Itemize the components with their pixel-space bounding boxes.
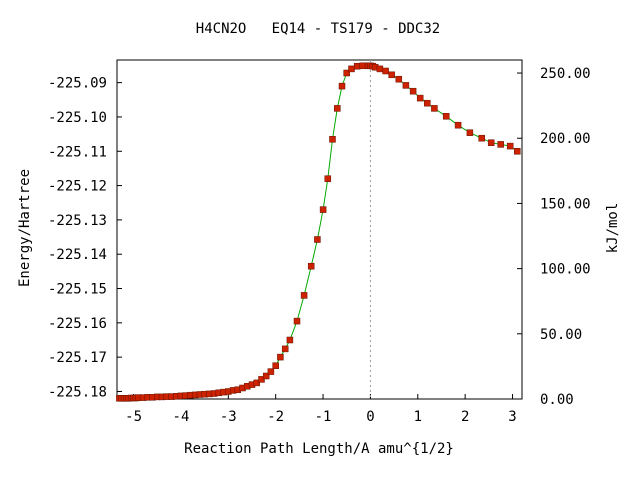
data-point bbox=[314, 236, 321, 243]
tick-marks bbox=[117, 72, 522, 400]
y-tick-label: -225.10 bbox=[48, 110, 107, 126]
right-y-tick-label: 250.00 bbox=[540, 66, 591, 82]
y-axis-label: Energy/Hartree bbox=[17, 169, 33, 287]
right-y-axis-label: kJ/mol bbox=[605, 203, 621, 254]
data-point bbox=[258, 376, 265, 383]
right-y-tick-label: 100.00 bbox=[540, 262, 591, 278]
data-point bbox=[334, 105, 341, 112]
data-point bbox=[497, 141, 504, 148]
x-axis-label: Reaction Path Length/A amu^{1/2} bbox=[184, 441, 454, 457]
data-point bbox=[343, 69, 350, 77]
data-point bbox=[431, 105, 438, 112]
x-tick-label: 0 bbox=[366, 409, 374, 425]
data-point bbox=[281, 345, 289, 353]
x-tick-label: -2 bbox=[267, 409, 284, 425]
data-point bbox=[424, 99, 431, 107]
x-tick-label: 1 bbox=[414, 409, 422, 425]
data-point bbox=[348, 65, 355, 73]
data-point bbox=[442, 113, 450, 120]
data-point bbox=[376, 65, 384, 73]
x-tick-label: -4 bbox=[173, 409, 190, 425]
y-tick-label: -225.15 bbox=[48, 282, 107, 298]
y-tick-label: -225.09 bbox=[48, 76, 107, 92]
right-y-tick-label: 200.00 bbox=[540, 131, 591, 147]
x-tick-label: -1 bbox=[315, 409, 332, 425]
data-point bbox=[506, 142, 514, 150]
data-point bbox=[395, 75, 403, 83]
data-point bbox=[388, 71, 395, 79]
data-point bbox=[324, 175, 332, 182]
data-point bbox=[353, 62, 361, 70]
data-point bbox=[267, 368, 275, 375]
data-point bbox=[514, 148, 521, 155]
data-point bbox=[416, 94, 424, 102]
data-point bbox=[293, 317, 301, 325]
series-layer bbox=[116, 62, 521, 402]
x-tick-label: 2 bbox=[461, 409, 469, 425]
x-tick-label: -3 bbox=[220, 409, 237, 425]
tick-labels: -5 -4 -3 -2 -1 0 1 2 3 -225.09 -225.10 -225.11 -225.… bbox=[48, 66, 591, 425]
y-tick-label: -225.13 bbox=[48, 213, 107, 229]
data-point bbox=[253, 379, 260, 387]
chart-title: H4CN2O EQ14 - TS179 - DDC32 bbox=[196, 21, 440, 37]
y-tick-label: -225.17 bbox=[48, 350, 107, 366]
x-tick-label: -5 bbox=[125, 409, 142, 425]
y-tick-label: -225.14 bbox=[48, 247, 107, 263]
data-point bbox=[307, 262, 315, 270]
data-point bbox=[319, 206, 327, 213]
y-tick-label: -225.11 bbox=[48, 144, 107, 160]
data-point bbox=[300, 292, 308, 299]
data-point bbox=[286, 336, 294, 344]
right-y-tick-label: 50.00 bbox=[540, 327, 582, 343]
data-point bbox=[338, 82, 346, 90]
data-point bbox=[466, 129, 474, 136]
data-point bbox=[272, 362, 279, 369]
energy-curve bbox=[119, 65, 518, 399]
data-point bbox=[262, 372, 270, 380]
data-point bbox=[277, 353, 284, 361]
y-tick-label: -225.18 bbox=[48, 384, 107, 400]
data-point bbox=[478, 134, 485, 142]
plot-frame bbox=[116, 59, 523, 400]
data-point bbox=[382, 67, 389, 75]
y-tick-label: -225.12 bbox=[48, 179, 107, 195]
y-tick-label: -225.16 bbox=[48, 316, 107, 332]
data-point bbox=[329, 136, 336, 143]
right-y-tick-label: 150.00 bbox=[540, 196, 591, 212]
data-point bbox=[402, 82, 410, 89]
data-point bbox=[454, 121, 462, 129]
right-y-tick-label: 0.00 bbox=[540, 392, 574, 408]
data-point bbox=[487, 139, 495, 146]
data-point bbox=[409, 87, 417, 95]
x-tick-label: 3 bbox=[508, 409, 516, 425]
